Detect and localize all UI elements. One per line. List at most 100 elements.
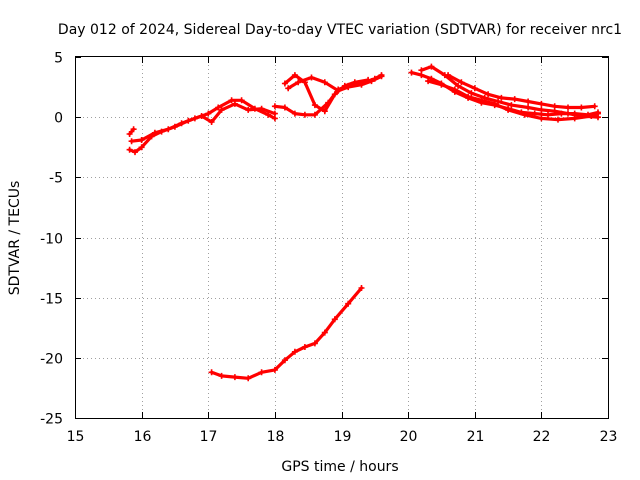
- data-point: [545, 111, 551, 118]
- data-point: [335, 86, 342, 93]
- series-arc-g: [273, 73, 384, 117]
- data-point: [591, 103, 598, 110]
- data-point: [231, 374, 238, 381]
- x-tick-label: 23: [600, 429, 618, 445]
- data-point: [301, 111, 308, 118]
- data-point: [281, 357, 288, 364]
- data-point: [378, 72, 385, 79]
- data-point: [151, 129, 158, 136]
- series-arc-d: [210, 286, 364, 380]
- data-point: [588, 113, 595, 119]
- data-point: [245, 375, 252, 382]
- y-tick-label: 0: [54, 111, 63, 127]
- data-point: [325, 99, 332, 106]
- data-point: [281, 80, 288, 87]
- data-point: [455, 82, 462, 89]
- chart-title: Day 012 of 2024, Sidereal Day-to-day VTE…: [58, 22, 622, 38]
- y-tick-label: 5: [54, 51, 63, 67]
- data-point: [565, 104, 571, 111]
- data-point: [258, 369, 265, 376]
- data-point: [311, 340, 318, 347]
- data-point: [565, 110, 571, 117]
- data-point: [311, 102, 318, 109]
- data-point: [555, 116, 561, 123]
- x-tick-label: 19: [334, 429, 352, 445]
- data-point: [418, 67, 425, 74]
- data-point: [245, 106, 252, 113]
- y-tick-label: -20: [40, 352, 63, 368]
- data-point: [538, 100, 545, 107]
- data-point: [491, 100, 498, 107]
- data-point: [130, 126, 137, 133]
- data-point: [218, 372, 225, 379]
- data-point: [291, 348, 298, 355]
- data-point: [451, 86, 458, 93]
- data-point: [345, 82, 352, 89]
- x-tick-label: 22: [533, 429, 551, 445]
- data-point: [218, 106, 225, 113]
- data-point: [138, 144, 145, 151]
- data-point: [285, 85, 292, 92]
- data-point: [595, 110, 601, 117]
- data-point: [485, 91, 492, 98]
- data-point: [511, 96, 518, 103]
- data-point: [525, 104, 532, 111]
- data-point: [471, 85, 478, 92]
- data-point: [311, 111, 318, 118]
- data-point: [321, 329, 328, 336]
- data-point: [238, 97, 245, 104]
- data-point: [498, 94, 505, 101]
- data-point: [358, 285, 365, 291]
- y-tick-label: -15: [40, 292, 63, 308]
- tick-labels: 15 16 17 18 19 20 21 22 23 5 0 -5 -10 -15 -20 -25: [40, 51, 617, 446]
- data-point: [308, 74, 315, 81]
- data-point: [505, 106, 512, 113]
- data-point: [271, 115, 278, 122]
- data-point: [291, 72, 298, 79]
- data-point: [538, 106, 545, 113]
- series-arc-a: [128, 102, 277, 154]
- data-point: [138, 137, 145, 143]
- data-point: [465, 93, 472, 100]
- data-point: [228, 97, 235, 104]
- data-point: [345, 300, 352, 307]
- data-point: [571, 115, 578, 122]
- data-point: [525, 98, 532, 105]
- data-point: [578, 104, 585, 111]
- data-point: [128, 138, 135, 145]
- data-point: [425, 78, 432, 85]
- data-point: [191, 115, 198, 122]
- data-point: [208, 119, 215, 125]
- series-arc-b: [130, 98, 277, 143]
- data-point: [205, 110, 212, 117]
- y-tick-label: -25: [40, 412, 63, 428]
- data-point: [508, 102, 515, 109]
- series-group: [126, 63, 601, 382]
- data-point: [301, 344, 308, 350]
- data-point: [551, 103, 558, 110]
- data-point: [321, 108, 328, 115]
- data-point: [178, 120, 185, 127]
- data-point: [295, 79, 302, 86]
- y-axis-label: SDTVAR / TECUs: [7, 181, 23, 296]
- data-point: [428, 63, 435, 70]
- data-point: [495, 98, 502, 105]
- data-point: [445, 72, 452, 79]
- data-point: [438, 81, 445, 88]
- data-point: [458, 79, 465, 86]
- data-point: [132, 149, 138, 156]
- data-point: [126, 146, 133, 153]
- x-axis-label: GPS time / hours: [281, 459, 398, 475]
- data-point: [208, 369, 215, 376]
- x-tick-label: 16: [134, 429, 152, 445]
- grid: [75, 57, 608, 418]
- x-tick-label: 21: [467, 429, 485, 445]
- data-point: [165, 126, 172, 133]
- data-point: [265, 111, 272, 118]
- data-point: [271, 366, 278, 373]
- data-point: [271, 103, 278, 110]
- x-tick-label: 17: [200, 429, 218, 445]
- data-point: [281, 104, 288, 111]
- data-point: [478, 97, 485, 104]
